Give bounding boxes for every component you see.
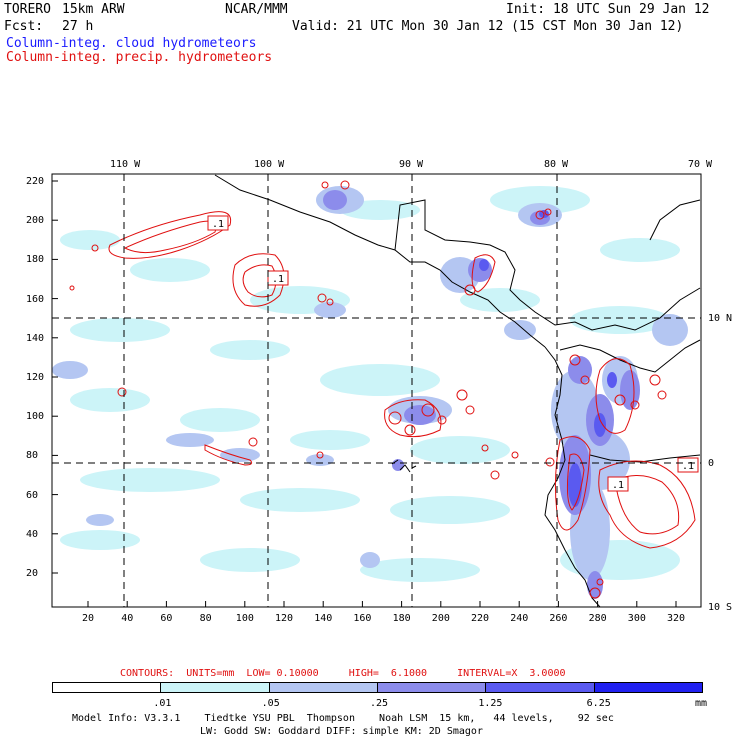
x-tick-label: 320 [667,613,686,624]
colorbar-label: .05 [261,698,280,709]
y-tick-label: 120 [26,372,45,383]
x-tick-label: 160 [353,613,372,624]
contour-label-2: .1 [272,274,284,285]
contour-info: CONTOURS: UNITS=mm LOW= 0.10000 HIGH= 6.… [120,668,566,679]
valid-time: Valid: 21 UTC Mon 30 Jan 12 (15 CST Mon … [292,19,684,34]
lon-label-70w: 70 W [688,159,713,170]
forecast-hours: 27 h [62,19,94,34]
y-tick-label: 60 [26,489,39,501]
contour-label-1: .1 [212,219,224,230]
x-tick-label: 220 [471,613,490,624]
y-tick-label: 140 [26,332,45,344]
footer-physics-info: LW: Godd SW: Goddard DIFF: simple KM: 2D… [200,726,483,737]
lat-label-0: 0 [708,458,715,469]
footer-model-info: Model Info: V3.3.1 Tiedtke YSU PBL Thomp… [72,713,614,724]
organization: NCAR/MMM [225,2,288,17]
colorbar-swatch [160,682,270,693]
coastline-layer [214,174,701,607]
x-tick-label: 260 [549,613,568,624]
x-tick-label: 200 [431,613,450,624]
x-tick-label: 80 [199,613,212,624]
x-tick-label: 140 [314,613,333,624]
init-time: Init: 18 UTC Sun 29 Jan 12 [506,2,710,17]
colorbar-swatch [52,682,162,693]
colorbar-label: .25 [370,698,389,709]
colorbar-label: 6.25 [586,698,611,709]
x-tick-label: 20 [82,613,95,624]
field-precip-title: Column-integ. precip. hydrometeors [6,50,273,65]
axis-ticks [52,180,677,607]
colorbar-swatch [377,682,487,693]
lon-label-90w: 90 W [399,159,424,170]
x-tick-label: 240 [510,613,529,624]
y-tick-label: 40 [26,528,39,540]
lat-label-10n: 10 N [708,313,733,324]
colorbar-label: .01 [153,698,172,709]
model-name: TORERO [4,2,51,17]
x-tick-label: 180 [392,613,411,624]
x-tick-label: 40 [121,613,134,624]
lon-label-110w: 110 W [110,159,141,170]
y-tick-label: 160 [26,293,45,305]
y-tick-label: 80 [26,450,39,462]
y-tick-label: 180 [26,254,45,266]
field-cloud-title: Column-integ. cloud hydrometeors [6,36,257,51]
colorbar-units: mm [695,698,708,709]
colorbar-label: 1.25 [478,698,503,709]
x-tick-label: 280 [588,613,607,624]
forecast-label: Fcst: [4,19,44,34]
lon-label-80w: 80 W [544,159,569,170]
lon-label-100w: 100 W [254,159,285,170]
y-tick-label: 100 [26,411,45,423]
x-tick-label: 60 [160,613,173,624]
contour-label-boxes: .1 .1 .1 .1 [207,215,699,492]
shading-layer [52,186,688,599]
precip-contours [69,180,696,599]
contour-label-3: .1 [612,480,624,491]
y-tick-label: 200 [26,215,45,227]
x-tick-label: 300 [627,613,646,624]
colorbar-swatch [485,682,595,693]
y-tick-label: 220 [26,176,45,187]
colorbar-swatch [268,682,378,693]
y-tick-label: 20 [26,568,39,579]
x-tick-label: 120 [275,613,294,624]
x-tick-label: 100 [235,613,254,624]
map-frame [51,173,702,608]
latlon-grid [52,174,701,607]
contour-label-4: .1 [682,461,694,472]
model-resolution: 15km ARW [62,2,125,17]
colorbar-swatch [593,682,703,693]
lat-label-10s: 10 S [708,602,733,613]
